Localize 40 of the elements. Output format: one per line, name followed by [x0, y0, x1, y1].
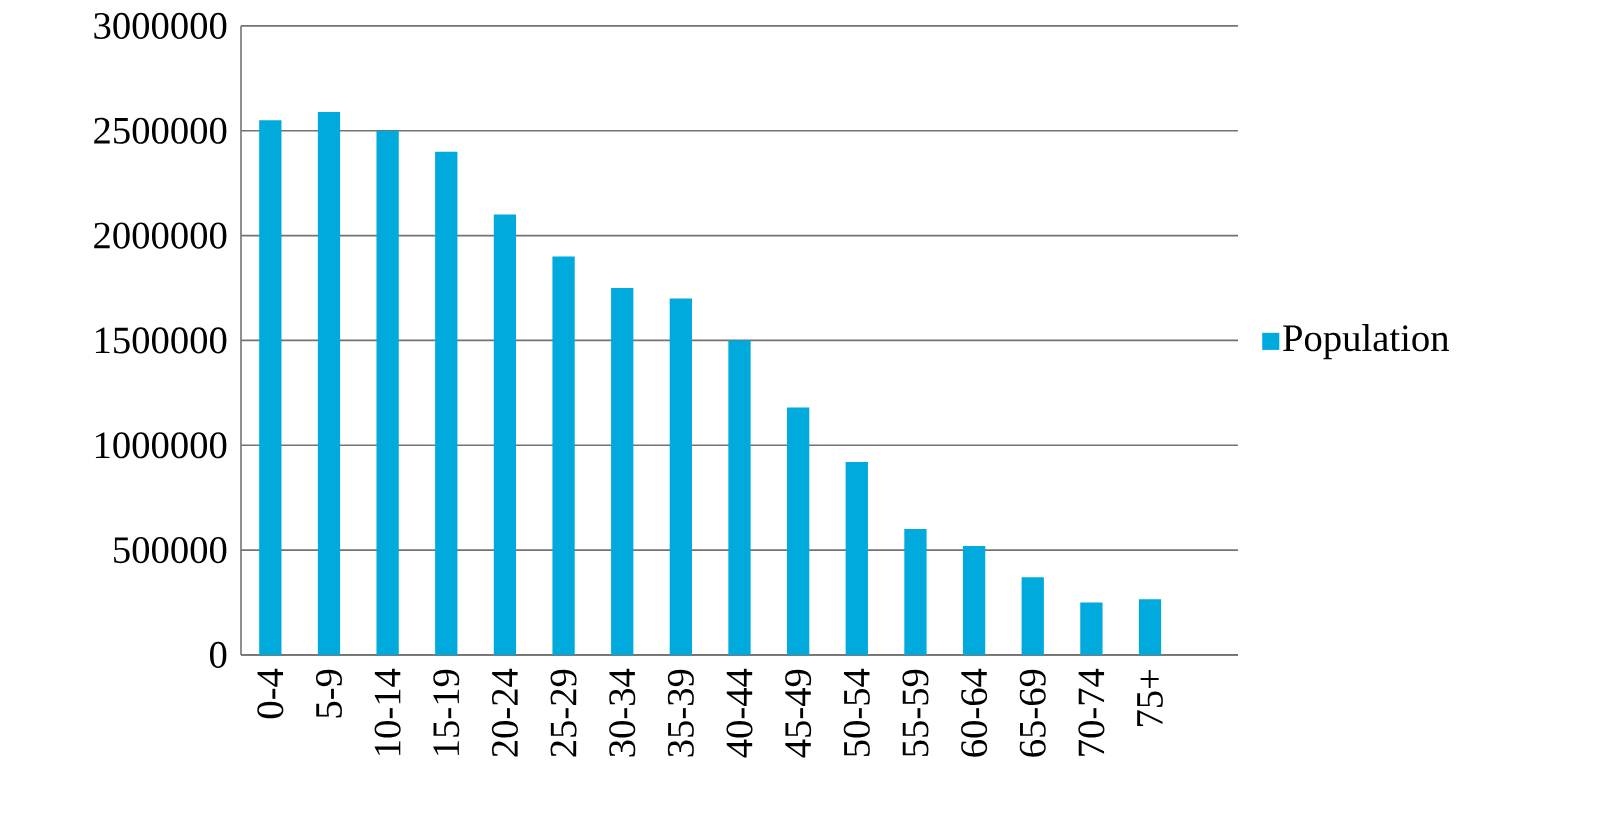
y-tick-label: 0	[209, 641, 227, 668]
bar	[376, 130, 399, 655]
bar	[787, 407, 810, 655]
x-tick-label: 55-59	[902, 669, 929, 757]
bar	[962, 545, 986, 655]
bar	[845, 462, 868, 655]
bar	[669, 298, 692, 655]
x-tick-label: 45-49	[785, 669, 812, 758]
bar	[904, 529, 927, 655]
x-tick-label: 60-64	[961, 668, 988, 757]
x-tick-label: 40-44	[726, 668, 753, 758]
bar	[1080, 602, 1103, 655]
x-tick-label: 5-9	[315, 669, 342, 718]
x-tick-label: 10-14	[374, 668, 401, 755]
x-tick-label: 20-24	[491, 668, 518, 757]
bar	[493, 214, 517, 655]
y-tick-label: 1000000	[95, 432, 227, 459]
bar	[728, 340, 751, 655]
y-tick-label: 2500000	[94, 117, 227, 144]
y-tick-label: 500000	[114, 537, 227, 564]
x-tick-label: 25-29	[550, 669, 577, 757]
x-tick-label: 65-69	[1019, 669, 1046, 757]
bar	[259, 120, 282, 655]
bar	[317, 111, 341, 655]
bar	[611, 288, 634, 655]
x-tick-label: 15-19	[433, 669, 460, 755]
x-tick-label: 70-74	[1078, 668, 1105, 756]
x-tick-label: 50-54	[843, 668, 870, 757]
bar	[552, 256, 575, 655]
legend-label: Population	[1283, 324, 1449, 360]
x-tick-label: 35-39	[667, 669, 694, 757]
bar	[435, 151, 458, 655]
bar	[1138, 599, 1162, 655]
y-tick-label: 2000000	[94, 222, 227, 249]
x-tick-label: 75+	[1137, 670, 1163, 727]
y-tick-label: 1500000	[95, 327, 227, 354]
x-tick-label: 0-4	[257, 668, 284, 719]
bar	[1021, 577, 1044, 655]
y-tick-label: 3000000	[94, 12, 227, 39]
x-tick-label: 30-34	[609, 668, 636, 757]
